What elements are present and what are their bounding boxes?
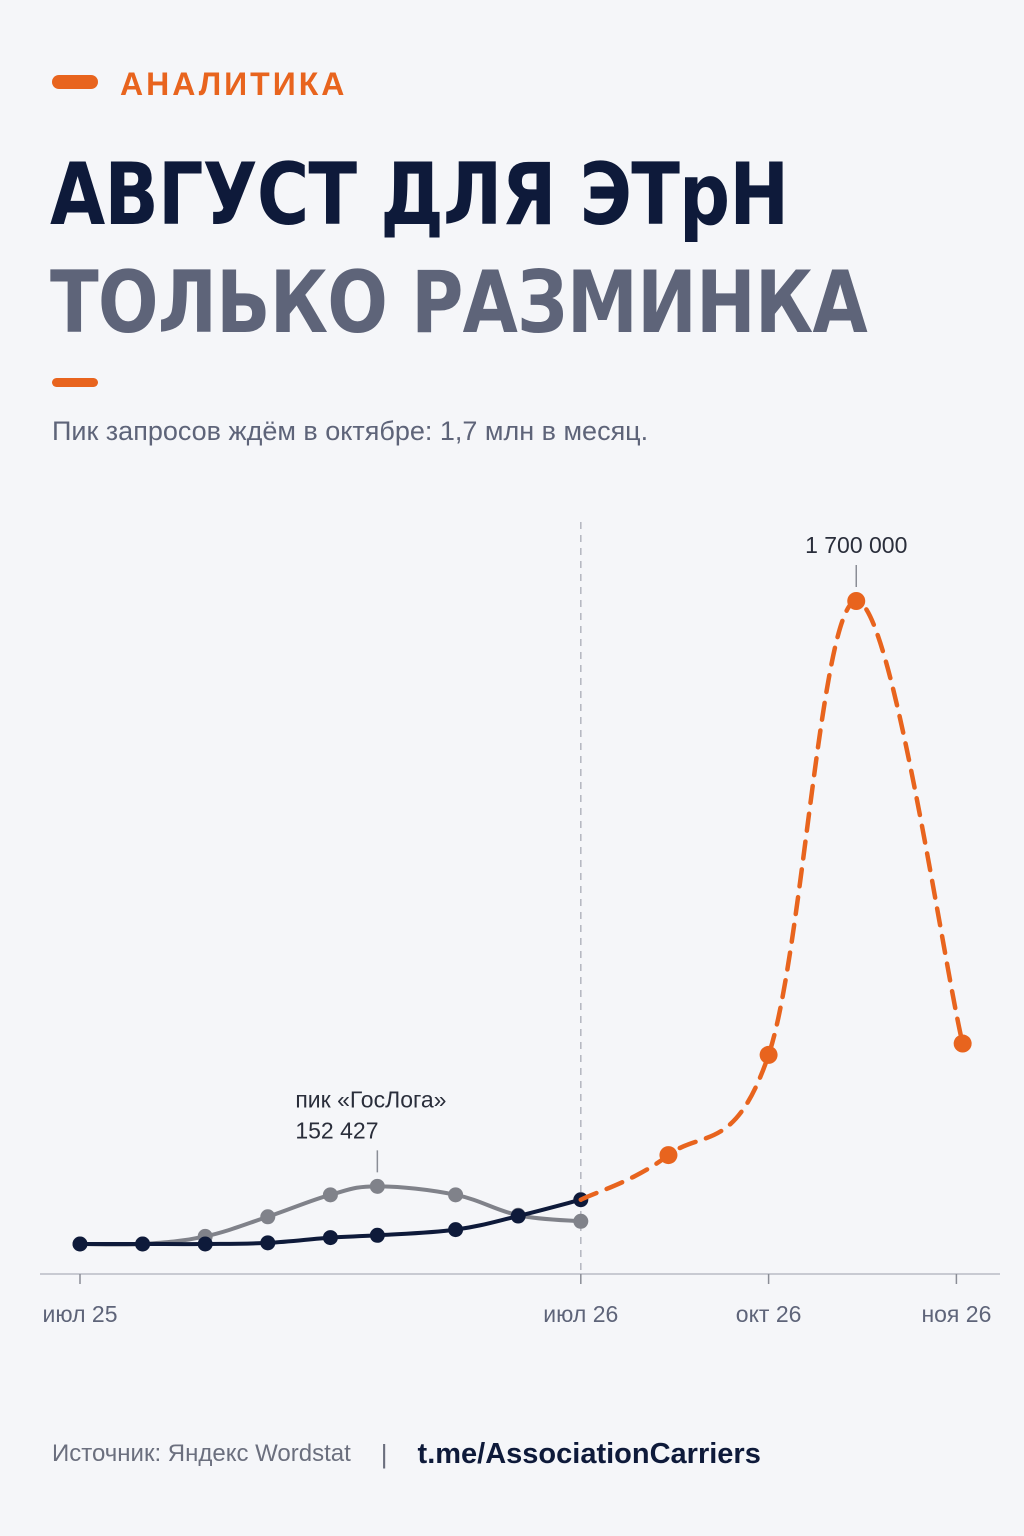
tag-accent-bar [52,75,98,89]
data-point-navy [369,1227,385,1243]
footer: Источник: Яндекс Wordstat | t.me/Associa… [52,1432,761,1476]
annotation-label: пик «ГосЛога» [295,1086,446,1112]
data-point-gray [369,1178,385,1194]
data-point-navy [197,1236,213,1252]
x-tick-label: июл 26 [543,1301,618,1327]
data-point-gray [322,1187,338,1203]
data-point-navy [260,1235,276,1251]
data-point-gray [448,1187,464,1203]
data-point-gray [260,1209,276,1225]
x-tick-label: окт 26 [736,1301,802,1327]
headline-line-2: ТОЛЬКО РАЗМИНКА [50,253,868,353]
annotation-label: 152 427 [295,1117,378,1143]
data-point-navy [510,1208,526,1224]
forecast-line-chart: июл 25 июл 26 окт 26 ноя 26 пик «ГосЛога» 152… [40,522,1000,1327]
data-point-navy [322,1230,338,1246]
data-point-navy [135,1236,151,1252]
separator-accent-bar [52,378,98,387]
category-tag: АНАЛИТИКА [120,66,348,102]
data-point-navy [448,1222,464,1238]
x-tick-label: ноя 26 [921,1301,991,1327]
series-line-orange-dashed [578,598,965,1202]
data-point-orange-dashed [847,592,866,610]
source-note: Источник: Яндекс Wordstat [52,1440,351,1467]
subtitle: Пик запросов ждём в октябре: 1,7 млн в м… [52,416,649,446]
data-point-gray [573,1213,589,1229]
annotation-label: 1 700 000 [805,532,907,558]
telegram-link[interactable]: t.me/AssociationCarriers [417,1437,761,1470]
data-point-orange-dashed [659,1146,678,1165]
headline-line-1: АВГУСТ ДЛЯ ЭТрН [50,145,789,245]
footer-separator: | [380,1438,388,1469]
data-point-orange-dashed [759,1045,778,1064]
data-point-orange-dashed [953,1034,972,1053]
x-tick-label: июл 25 [43,1301,118,1327]
data-point-navy [72,1236,88,1252]
